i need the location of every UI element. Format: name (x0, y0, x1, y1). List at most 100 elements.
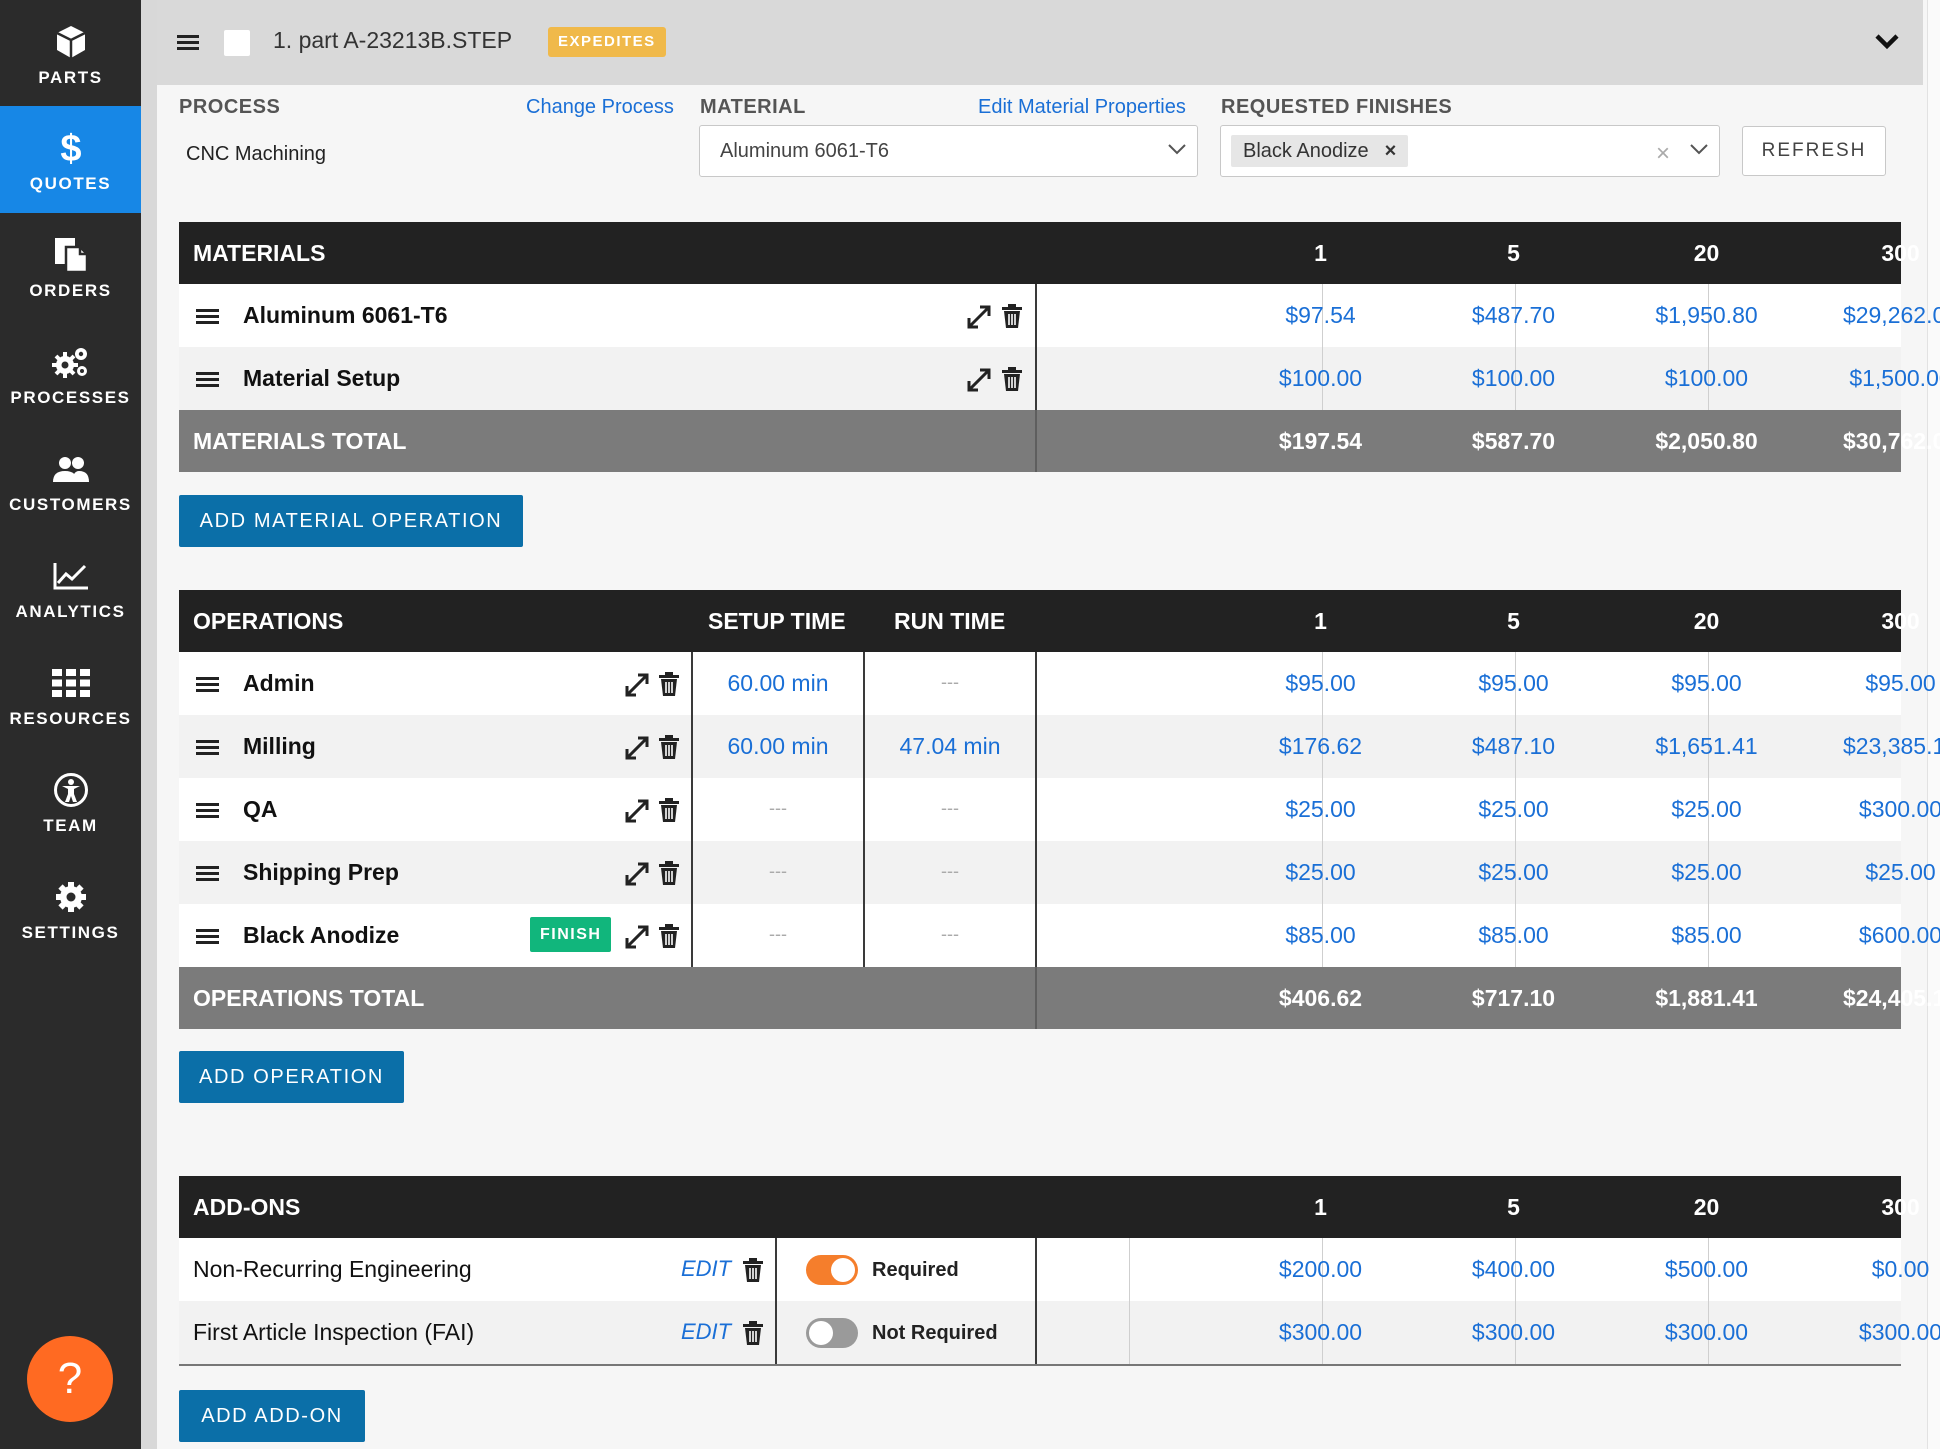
price-cell[interactable]: $100.00 (1471, 365, 1556, 391)
finishes-select[interactable]: Black Anodize × (1220, 125, 1720, 177)
sidebar-item-customers[interactable]: CUSTOMERS (0, 427, 141, 534)
edit-material-link[interactable]: Edit Material Properties (978, 96, 1186, 118)
price-cell[interactable]: $1,950.80 (1655, 302, 1758, 328)
edit-addon-link[interactable]: EDIT (681, 1319, 732, 1344)
run-time-cell: --- (941, 798, 959, 818)
scrollbar-track[interactable] (1927, 0, 1940, 1449)
drag-handle-icon[interactable] (196, 309, 219, 324)
drag-handle-icon[interactable] (196, 803, 219, 818)
qty-header: 5 (1507, 240, 1520, 266)
change-process-link[interactable]: Change Process (526, 96, 674, 118)
trash-icon[interactable] (1001, 304, 1023, 333)
expand-icon[interactable] (966, 367, 992, 398)
table-row: QA --- --- $25.00 $25.00 $25.00 $300.00 (179, 778, 1940, 841)
add-material-operation-button[interactable]: ADD MATERIAL OPERATION (179, 495, 523, 547)
price-cell[interactable]: $1,651.41 (1655, 733, 1758, 759)
add-addon-button[interactable]: ADD ADD-ON (179, 1390, 365, 1442)
trash-icon[interactable] (658, 924, 680, 953)
price-cell[interactable]: $176.62 (1278, 733, 1363, 759)
material-select[interactable]: Aluminum 6061-T6 (699, 125, 1198, 177)
drag-handle-icon[interactable] (196, 372, 219, 387)
price-cell[interactable]: $200.00 (1278, 1256, 1363, 1282)
part-select-checkbox[interactable] (224, 30, 250, 56)
price-cell[interactable]: $25.00 (1671, 796, 1742, 822)
table-row: First Article Inspection (FAI) EDIT Not … (179, 1301, 1940, 1364)
drag-handle-icon[interactable] (196, 929, 219, 944)
sidebar-item-team[interactable]: TEAM (0, 748, 141, 855)
trash-icon[interactable] (658, 735, 680, 764)
drag-handle-icon[interactable] (196, 740, 219, 755)
sidebar-item-quotes[interactable]: $ QUOTES (0, 106, 141, 213)
sidebar-item-settings[interactable]: SETTINGS (0, 855, 141, 962)
chevron-down-icon[interactable] (1875, 32, 1899, 55)
price-cell[interactable]: $100.00 (1664, 365, 1749, 391)
price-cell[interactable]: $300.00 (1278, 1319, 1363, 1345)
sidebar-item-processes[interactable]: PROCESSES (0, 320, 141, 427)
toggle-label: Not Required (872, 1322, 998, 1344)
expand-icon[interactable] (624, 924, 650, 955)
operations-total-row: OPERATIONS TOTAL $406.62 $717.10 $1,881.… (179, 967, 1940, 1029)
drag-handle-icon[interactable] (196, 677, 219, 692)
sidebar-item-analytics[interactable]: ANALYTICS (0, 534, 141, 641)
sidebar-item-resources[interactable]: RESOURCES (0, 641, 141, 748)
price-cell[interactable]: $1,500.00 (1849, 365, 1940, 391)
expand-icon[interactable] (624, 735, 650, 766)
price-cell[interactable]: $600.00 (1858, 922, 1940, 948)
refresh-button[interactable]: REFRESH (1742, 126, 1886, 176)
setup-time-cell[interactable]: 60.00 min (727, 670, 829, 696)
trash-icon[interactable] (658, 861, 680, 890)
finish-badge: FINISH (530, 917, 612, 952)
materials-header-label: MATERIALS (193, 240, 326, 266)
trash-icon[interactable] (742, 1321, 764, 1350)
price-cell[interactable]: $95.00 (1285, 670, 1356, 696)
price-cell[interactable]: $400.00 (1471, 1256, 1556, 1282)
expand-icon[interactable] (966, 304, 992, 335)
price-cell[interactable]: $97.54 (1285, 302, 1356, 328)
drag-handle-icon[interactable] (177, 35, 199, 50)
trash-icon[interactable] (658, 798, 680, 827)
price-cell[interactable]: $487.70 (1471, 302, 1556, 328)
price-cell[interactable]: $25.00 (1478, 796, 1549, 822)
price-cell[interactable]: $25.00 (1285, 796, 1356, 822)
expand-icon[interactable] (624, 798, 650, 829)
price-cell[interactable]: $23,385.10 (1842, 733, 1940, 759)
price-cell[interactable]: $300.00 (1471, 1319, 1556, 1345)
remove-tag-icon[interactable]: × (1384, 140, 1397, 162)
trash-icon[interactable] (658, 672, 680, 701)
price-cell[interactable]: $25.00 (1865, 859, 1936, 885)
price-cell[interactable]: $25.00 (1478, 859, 1549, 885)
price-cell[interactable]: $95.00 (1671, 670, 1742, 696)
price-cell[interactable]: $0.00 (1871, 1256, 1930, 1282)
price-cell[interactable]: $487.10 (1471, 733, 1556, 759)
price-cell[interactable]: $95.00 (1865, 670, 1936, 696)
price-cell[interactable]: $29,262.00 (1842, 302, 1940, 328)
price-cell[interactable]: $25.00 (1671, 859, 1742, 885)
setup-time-cell[interactable]: 60.00 min (727, 733, 829, 759)
sidebar-item-orders[interactable]: ORDERS (0, 213, 141, 320)
price-cell[interactable]: $95.00 (1478, 670, 1549, 696)
required-toggle[interactable] (806, 1318, 858, 1348)
total-cell: $24,405.10 (1842, 985, 1940, 1011)
price-cell[interactable]: $300.00 (1858, 1319, 1940, 1345)
help-button[interactable]: ? (27, 1336, 113, 1422)
sidebar-item-parts[interactable]: PARTS (0, 0, 141, 107)
price-cell[interactable]: $85.00 (1285, 922, 1356, 948)
drag-handle-icon[interactable] (196, 866, 219, 881)
edit-addon-link[interactable]: EDIT (681, 1256, 732, 1281)
clear-finishes-icon[interactable]: × (1656, 140, 1671, 167)
trash-icon[interactable] (1001, 367, 1023, 396)
price-cell[interactable]: $25.00 (1285, 859, 1356, 885)
price-cell[interactable]: $300.00 (1858, 796, 1940, 822)
trash-icon[interactable] (742, 1258, 764, 1287)
add-operation-button[interactable]: ADD OPERATION (179, 1051, 404, 1103)
required-toggle[interactable] (806, 1255, 858, 1285)
expand-icon[interactable] (624, 672, 650, 703)
price-cell[interactable]: $100.00 (1278, 365, 1363, 391)
price-cell[interactable]: $300.00 (1664, 1319, 1749, 1345)
price-cell[interactable]: $85.00 (1671, 922, 1742, 948)
price-cell[interactable]: $500.00 (1664, 1256, 1749, 1282)
qty-header: 1 (1314, 240, 1327, 266)
expand-icon[interactable] (624, 861, 650, 892)
run-time-cell[interactable]: 47.04 min (899, 733, 1001, 759)
price-cell[interactable]: $85.00 (1478, 922, 1549, 948)
